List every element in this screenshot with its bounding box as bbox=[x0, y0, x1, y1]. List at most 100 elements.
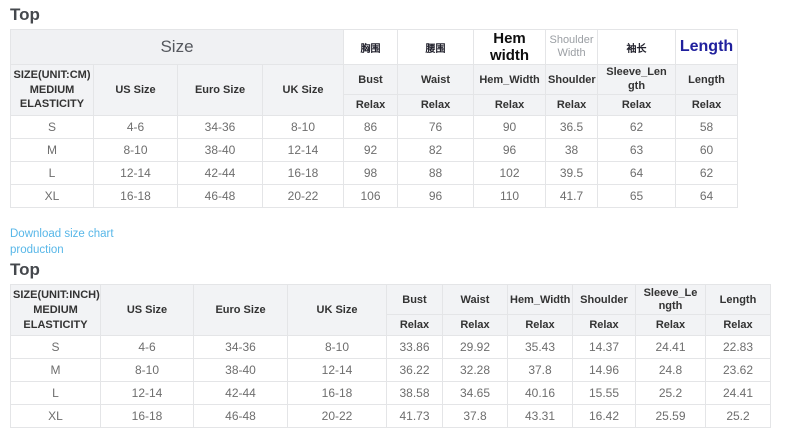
size-group-header: Size bbox=[9, 29, 345, 65]
length-value: 24.41 bbox=[705, 381, 771, 406]
shoulder-value: 14.96 bbox=[572, 358, 636, 383]
bust-value: 33.86 bbox=[386, 335, 443, 360]
length-value: 62 bbox=[675, 161, 739, 185]
waist-value: 32.28 bbox=[442, 358, 508, 383]
sleeve-length-value: 63 bbox=[597, 138, 677, 162]
table-row: XL 16-18 46-48 20-22 41.73 37.8 43.31 16… bbox=[10, 404, 771, 428]
hem-width-value: 110 bbox=[473, 184, 547, 208]
hem-width-value: 43.31 bbox=[507, 404, 573, 428]
col-header-euro-size: Euro Size bbox=[193, 284, 288, 337]
uk-size-value: 16-18 bbox=[287, 381, 387, 406]
header-sleeve-cn: 袖长 bbox=[597, 29, 677, 65]
shoulder-value: 38 bbox=[545, 138, 599, 162]
fit-label: Relax bbox=[705, 314, 771, 337]
us-size-value: 16-18 bbox=[100, 404, 194, 428]
us-size-value: 8-10 bbox=[100, 358, 194, 383]
unit-line: MEDIUM bbox=[29, 83, 75, 96]
sleeve-length-value: 64 bbox=[597, 161, 677, 185]
col-header-length: Length bbox=[705, 284, 771, 316]
table-row: L 12-14 42-44 16-18 98 88 102 39.5 64 62 bbox=[10, 161, 739, 185]
section-title-cm: Top bbox=[10, 5, 40, 24]
euro-size-value: 42-44 bbox=[177, 161, 263, 185]
col-header-us-size: US Size bbox=[100, 284, 194, 337]
size-value: M bbox=[10, 358, 101, 383]
euro-size-value: 34-36 bbox=[177, 115, 263, 139]
sleeve-length-value: 62 bbox=[597, 115, 677, 139]
col-header-waist: Waist bbox=[442, 284, 508, 316]
uk-size-value: 16-18 bbox=[261, 161, 345, 185]
uk-size-value: 12-14 bbox=[287, 358, 387, 383]
shoulder-value: 41.7 bbox=[545, 184, 599, 208]
header-waist-cn: 腰围 bbox=[397, 29, 475, 65]
col-header-uk-size: UK Size bbox=[261, 64, 345, 116]
unit-header-inch: SIZE(UNIT:INCH) MEDIUM ELASTICITY bbox=[10, 284, 101, 337]
hem-width-value: 37.8 bbox=[507, 358, 573, 383]
header-hem-width: Hem width bbox=[473, 29, 547, 65]
sleeve-length-value: 24.8 bbox=[635, 358, 706, 383]
table-row: M 8-10 38-40 12-14 92 82 96 38 63 60 bbox=[10, 138, 739, 162]
waist-value: 29.92 bbox=[442, 335, 508, 360]
fit-label: Relax bbox=[442, 314, 508, 337]
hem-width-value: 102 bbox=[473, 161, 547, 185]
us-size-value: 12-14 bbox=[93, 161, 178, 185]
col-header-shoulder: Shoulder bbox=[545, 64, 599, 95]
table-row: S 4-6 34-36 8-10 33.86 29.92 35.43 14.37… bbox=[10, 335, 771, 360]
fit-label: Relax bbox=[397, 94, 475, 116]
bust-value: 106 bbox=[343, 184, 399, 208]
col-header-length: Length bbox=[675, 64, 739, 95]
unit-line: SIZE(UNIT:INCH) bbox=[13, 288, 100, 301]
col-header-waist: Waist bbox=[397, 64, 475, 95]
waist-value: 76 bbox=[397, 115, 475, 139]
uk-size-value: 20-22 bbox=[287, 404, 387, 428]
uk-size-value: 20-22 bbox=[261, 184, 345, 208]
size-value: XL bbox=[10, 404, 101, 428]
header-bust-cn: 胸围 bbox=[343, 29, 399, 65]
shoulder-value: 15.55 bbox=[572, 381, 636, 406]
euro-size-value: 34-36 bbox=[193, 335, 288, 360]
us-size-value: 12-14 bbox=[100, 381, 194, 406]
euro-size-value: 46-48 bbox=[177, 184, 263, 208]
fit-label: Relax bbox=[597, 94, 677, 116]
download-size-chart-link[interactable]: Download size chart production bbox=[10, 228, 114, 257]
length-value: 23.62 bbox=[705, 358, 771, 383]
col-header-hem-width: Hem_Width bbox=[507, 284, 573, 316]
shoulder-value: 14.37 bbox=[572, 335, 636, 360]
unit-line: SIZE(UNIT:CM) bbox=[13, 68, 91, 81]
col-header-sleeve-length: Sleeve_Length bbox=[635, 284, 706, 316]
bust-value: 41.73 bbox=[386, 404, 443, 428]
bust-value: 36.22 bbox=[386, 358, 443, 383]
fit-label: Relax bbox=[386, 314, 443, 337]
length-value: 64 bbox=[675, 184, 739, 208]
hem-width-value: 40.16 bbox=[507, 381, 573, 406]
shoulder-value: 39.5 bbox=[545, 161, 599, 185]
bust-value: 98 bbox=[343, 161, 399, 185]
unit-line: ELASTICITY bbox=[23, 318, 88, 331]
us-size-value: 8-10 bbox=[93, 138, 178, 162]
waist-value: 37.8 bbox=[442, 404, 508, 428]
fit-label: Relax bbox=[473, 94, 547, 116]
col-header-uk-size: UK Size bbox=[287, 284, 387, 337]
us-size-value: 4-6 bbox=[93, 115, 178, 139]
unit-line: ELASTICITY bbox=[19, 98, 85, 111]
fit-label: Relax bbox=[507, 314, 573, 337]
unit-header-cm: SIZE(UNIT:CM) MEDIUM ELASTICITY bbox=[10, 64, 94, 116]
header-length: Length bbox=[675, 29, 739, 65]
col-header-bust: Bust bbox=[386, 284, 443, 316]
col-header-shoulder: Shoulder bbox=[572, 284, 636, 316]
col-header-sleeve-length: Sleeve_Length bbox=[597, 64, 677, 95]
unit-line: MEDIUM bbox=[33, 303, 78, 316]
col-header-us-size: US Size bbox=[93, 64, 178, 116]
waist-value: 88 bbox=[397, 161, 475, 185]
table-row: L 12-14 42-44 16-18 38.58 34.65 40.16 15… bbox=[10, 381, 771, 406]
sleeve-length-value: 25.2 bbox=[635, 381, 706, 406]
fit-label: Relax bbox=[545, 94, 599, 116]
shoulder-value: 16.42 bbox=[572, 404, 636, 428]
us-size-value: 4-6 bbox=[100, 335, 194, 360]
size-value: S bbox=[10, 115, 94, 139]
table-row: M 8-10 38-40 12-14 36.22 32.28 37.8 14.9… bbox=[10, 358, 771, 383]
fit-label: Relax bbox=[572, 314, 636, 337]
length-value: 25.2 bbox=[705, 404, 771, 428]
size-value: L bbox=[10, 381, 101, 406]
col-header-hem-width: Hem_Width bbox=[473, 64, 547, 95]
